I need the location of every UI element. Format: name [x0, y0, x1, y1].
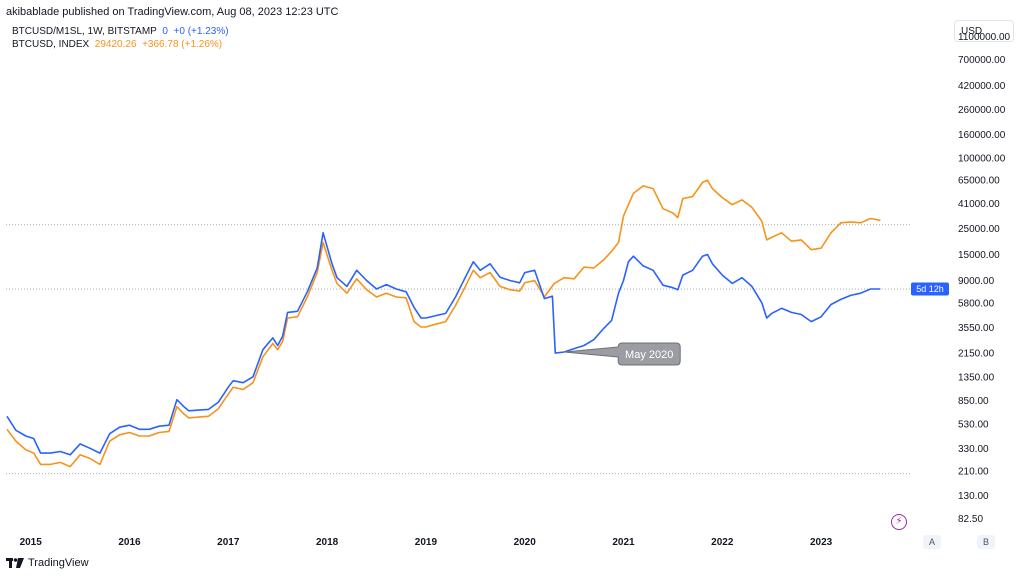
price-tag: 5d 12h — [911, 282, 949, 296]
x-tick-label: 2023 — [810, 537, 833, 548]
y-tick-label: 15000.00 — [958, 250, 1000, 261]
y-tick-label: 41000.00 — [958, 199, 1000, 210]
y-tick-label: 850.00 — [958, 396, 989, 407]
price-tag-label: 5d 12h — [916, 284, 944, 294]
x-tick-label: 2020 — [514, 537, 537, 548]
callout-label: May 2020 — [625, 349, 673, 361]
y-tick-label: 100000.00 — [958, 154, 1006, 165]
auto-scale-button[interactable]: A — [923, 535, 941, 549]
x-tick-label: 2018 — [316, 537, 339, 548]
x-tick-label: 2015 — [20, 537, 43, 548]
y-tick-label: 210.00 — [958, 467, 989, 478]
x-tick-label: 2016 — [118, 537, 141, 548]
y-tick-label: 9000.00 — [958, 276, 995, 287]
y-tick-label: 700000.00 — [958, 55, 1006, 66]
legend-value: 29420.26 — [94, 39, 137, 50]
legend-change: +0 (+1.23%) — [173, 26, 229, 37]
y-tick-label: 1100000.00 — [958, 32, 1011, 43]
currency-button[interactable]: USD — [954, 20, 1014, 42]
x-tick-label: 2017 — [217, 537, 240, 548]
legend-value: 0 — [162, 26, 168, 37]
legend-symbol: BTCUSD/M1SL, 1W, BITSTAMP — [12, 26, 157, 37]
y-tick-label: 65000.00 — [958, 176, 1000, 187]
y-tick-label: 1350.00 — [958, 372, 995, 383]
y-tick-label: 3550.00 — [958, 323, 995, 334]
x-tick-label: 2021 — [612, 537, 635, 548]
tradingview-logo-icon — [6, 558, 24, 568]
legend-series-blue[interactable]: BTCUSD/M1SL, 1W, BITSTAMP 0 +0 (+1.23%) — [12, 26, 229, 37]
x-tick-label: 2019 — [415, 537, 438, 548]
x-tick-label: 2022 — [711, 537, 734, 548]
y-tick-label: 530.00 — [958, 420, 989, 431]
y-tick-label: 82.50 — [958, 514, 983, 525]
y-tick-label: 25000.00 — [958, 224, 1000, 235]
y-tick-label: 2150.00 — [958, 349, 995, 360]
legend-series-orange[interactable]: BTCUSD, INDEX 29420.26 +366.78 (+1.26%) — [12, 39, 222, 50]
y-tick-label: 260000.00 — [958, 105, 1006, 116]
y-tick-label: 330.00 — [958, 444, 989, 455]
legend-change: +366.78 (+1.26%) — [142, 39, 223, 50]
y-tick-label: 160000.00 — [958, 130, 1006, 141]
y-tick-label: 420000.00 — [958, 81, 1006, 92]
lightning-icon[interactable]: ⚡ — [891, 514, 907, 530]
y-tick-label: 5800.00 — [958, 298, 995, 309]
legend-symbol: BTCUSD, INDEX — [12, 39, 90, 50]
series-line-btcusd-m1sl[interactable] — [6, 232, 881, 456]
footer-brand[interactable]: TradingView — [6, 557, 89, 569]
series-line-btcusd-index[interactable] — [6, 179, 881, 468]
log-scale-button[interactable]: B — [977, 535, 995, 549]
publisher-line: akibablade published on TradingView.com,… — [6, 6, 339, 18]
y-tick-label: 130.00 — [958, 491, 989, 502]
brand-name: TradingView — [28, 557, 89, 569]
may-2020-callout: May 2020 — [564, 342, 681, 366]
